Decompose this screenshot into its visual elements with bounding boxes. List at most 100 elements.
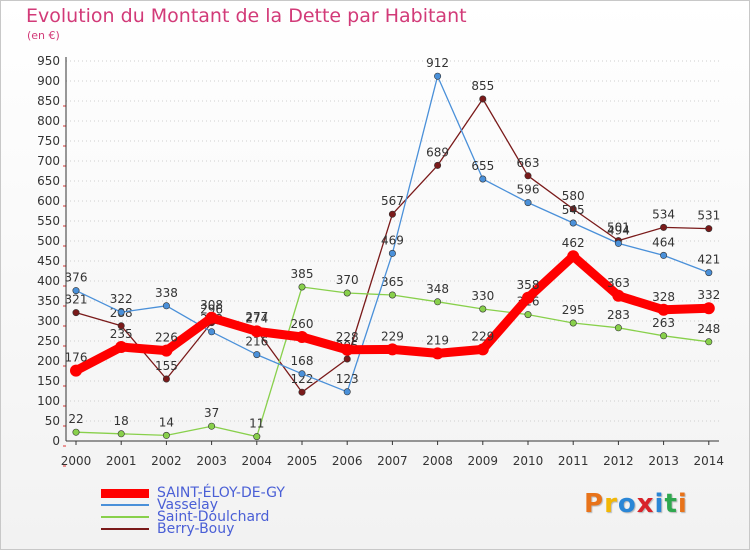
data-label: 14 [159, 415, 174, 429]
legend-label: SAINT-ÉLOY-DE-GY [157, 485, 285, 501]
unit-label: (en €) [27, 29, 60, 42]
data-label: 228 [336, 330, 359, 344]
logo-letter: P [584, 489, 605, 519]
data-point [614, 239, 622, 247]
data-label: 176 [65, 351, 88, 365]
data-point [705, 338, 713, 346]
logo-letter: x [636, 489, 655, 519]
data-point [250, 325, 263, 338]
data-label: 322 [110, 292, 133, 306]
data-label: 358 [517, 278, 540, 292]
data-point [614, 324, 622, 332]
data-point [162, 431, 170, 439]
data-label: 596 [517, 183, 540, 197]
data-label: 229 [471, 329, 494, 343]
y-tick-label: 850 [37, 94, 60, 108]
data-point [660, 251, 668, 259]
data-label: 260 [291, 317, 314, 331]
data-label: 274 [245, 311, 268, 325]
y-tick-label: 500 [37, 234, 60, 248]
x-tick-label: 2005 [287, 454, 318, 468]
y-tick-label: 450 [37, 254, 60, 268]
data-point [567, 250, 580, 263]
data-point [343, 289, 351, 297]
data-label: 689 [426, 145, 449, 159]
logo-letter: r [604, 489, 618, 519]
data-point [388, 210, 396, 218]
data-label: 216 [245, 335, 268, 349]
data-point [343, 388, 351, 396]
data-point [612, 289, 625, 302]
proxiti-logo: Proxiti [584, 489, 688, 519]
data-point [657, 303, 670, 316]
x-tick-label: 2001 [106, 454, 137, 468]
x-tick-label: 2009 [468, 454, 499, 468]
y-tick-label: 650 [37, 174, 60, 188]
data-label: 321 [65, 293, 88, 307]
x-tick-label: 2006 [332, 454, 363, 468]
x-tick-label: 2013 [648, 454, 679, 468]
y-tick-label: 800 [37, 114, 60, 128]
data-label: 365 [381, 275, 404, 289]
data-point [162, 302, 170, 310]
data-point [205, 311, 218, 324]
legend: SAINT-ÉLOY-DE-GY Vasselay Saint-Doulchard B… [101, 485, 285, 536]
data-point [705, 269, 713, 277]
data-label: 501 [607, 221, 630, 235]
data-point [72, 309, 80, 317]
data-label: 263 [652, 316, 675, 330]
data-point [296, 331, 308, 343]
data-label: 912 [426, 56, 449, 70]
series-0: 176 235 226 308 274 260 228 229 219 229 358 462 363 3… [65, 236, 720, 377]
data-label: 248 [697, 322, 720, 336]
data-point [115, 341, 128, 353]
data-point [117, 430, 125, 438]
legend-item: Vasselay [101, 498, 285, 512]
data-point [160, 344, 173, 357]
y-tick-label: 550 [37, 214, 60, 228]
legend-item: Berry-Bouy [101, 522, 285, 536]
y-tick-label: 300 [37, 314, 60, 328]
data-point [117, 322, 125, 330]
x-tick-label: 2011 [558, 454, 589, 468]
x-tick-label: 2000 [61, 454, 92, 468]
data-point [705, 225, 713, 233]
data-point [660, 223, 668, 231]
x-tick-label: 2012 [603, 454, 634, 468]
data-point [298, 388, 306, 396]
data-point [72, 287, 80, 295]
chart-title: Evolution du Montant de la Dette par Hab… [26, 5, 467, 27]
data-point [569, 205, 577, 213]
data-point [479, 305, 487, 313]
data-point [660, 332, 668, 340]
x-tick-label: 2003 [196, 454, 227, 468]
data-point [388, 249, 396, 257]
data-label: 421 [697, 253, 720, 267]
data-point [253, 351, 261, 359]
data-label: 277 [245, 310, 268, 324]
data-point [72, 428, 80, 436]
x-tick-label: 2004 [242, 454, 273, 468]
y-tick-label: 950 [37, 54, 60, 68]
legend-label: Saint-Doulchard [157, 509, 270, 525]
x-tick-label: 2014 [694, 454, 725, 468]
legend-swatch [101, 528, 149, 530]
data-label: 534 [652, 207, 675, 221]
logo-letter: i [677, 489, 688, 519]
data-point [434, 72, 442, 80]
data-label: 462 [562, 236, 585, 250]
legend-item: Saint-Doulchard [101, 509, 285, 525]
data-label: 469 [381, 233, 404, 247]
data-label: 363 [607, 276, 630, 290]
data-point [431, 347, 444, 360]
data-label: 338 [155, 286, 178, 300]
data-label: 531 [697, 209, 720, 223]
data-label: 663 [517, 156, 540, 170]
data-point [341, 343, 354, 356]
data-label: 123 [336, 372, 359, 386]
y-tick-label: 350 [37, 294, 60, 308]
y-tick-label: 100 [37, 394, 60, 408]
logo-letter: o [617, 489, 637, 519]
legend-swatch [101, 516, 149, 518]
series-3: 3212881552962771222055676898556635805015… [65, 79, 720, 396]
